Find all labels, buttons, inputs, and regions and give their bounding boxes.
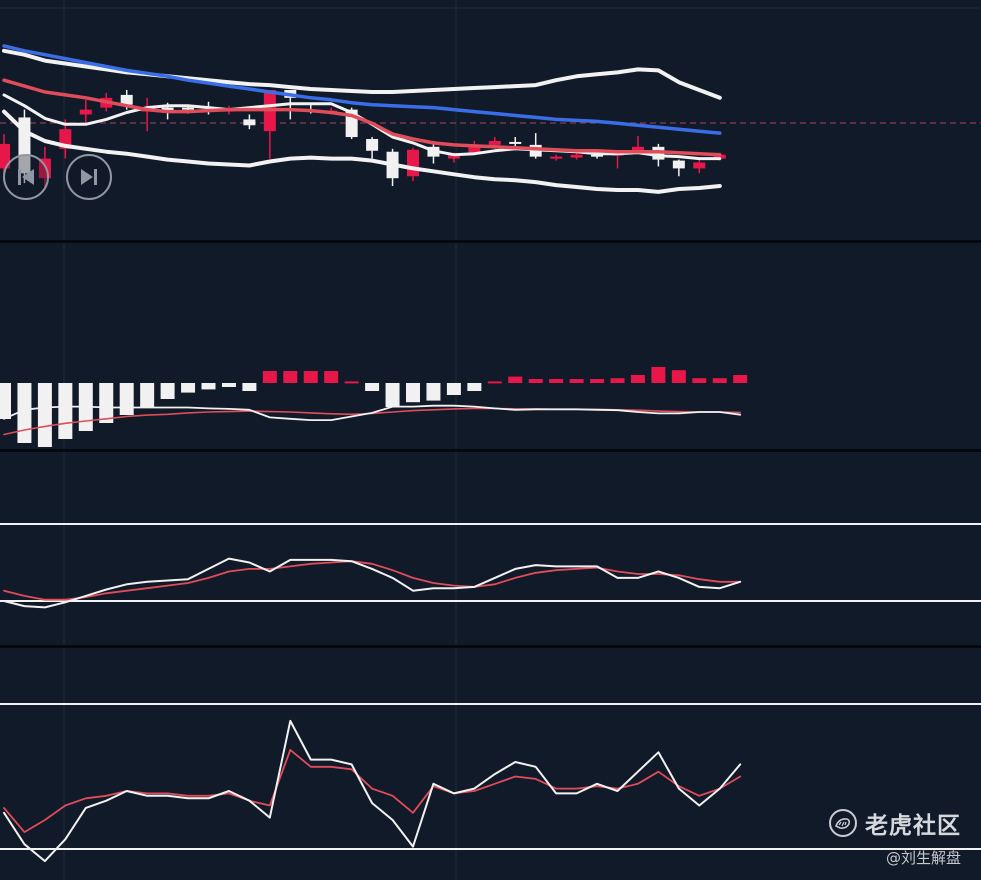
macd-bar xyxy=(630,375,645,383)
tiger-logo-icon xyxy=(829,809,857,837)
candle-body xyxy=(79,109,92,115)
candle-body xyxy=(693,162,706,169)
macd-bar xyxy=(181,383,196,393)
band-upper-line xyxy=(2,48,722,100)
panel-separator-2 xyxy=(0,645,981,648)
skip-forward-icon xyxy=(81,169,97,185)
candle-body xyxy=(0,143,10,169)
panel-separator-0 xyxy=(0,240,981,243)
next-button[interactable] xyxy=(66,154,112,200)
skip-back-icon xyxy=(18,169,34,185)
macd-bar xyxy=(671,370,686,383)
candle xyxy=(243,114,256,130)
macd-bar xyxy=(201,383,216,390)
macd-bar xyxy=(692,378,707,383)
candle-body xyxy=(243,119,256,126)
macd-bar xyxy=(160,383,175,399)
candle xyxy=(79,99,92,125)
macd-bar xyxy=(426,383,441,401)
macd-bar xyxy=(651,367,666,383)
candle-body xyxy=(120,94,133,105)
panel-separators xyxy=(0,240,981,648)
ma-red-line xyxy=(2,78,722,157)
macd-bar xyxy=(324,371,339,383)
macd-bar xyxy=(303,371,318,383)
candle-body xyxy=(488,140,501,145)
macd-bar xyxy=(283,371,298,383)
macd-bar xyxy=(344,381,359,384)
candle-body xyxy=(591,154,604,157)
macd-bar xyxy=(242,383,257,391)
candle xyxy=(672,159,685,177)
candle-body xyxy=(366,139,379,151)
candle-body xyxy=(570,154,583,158)
macd-bar xyxy=(590,379,605,383)
macd-bar xyxy=(712,378,727,383)
candle xyxy=(366,137,379,159)
macd-bar xyxy=(467,383,482,391)
macd-bar xyxy=(262,371,277,383)
macd-bar xyxy=(17,383,32,443)
panel-separator-1 xyxy=(0,449,981,452)
candle-body xyxy=(182,107,195,110)
price-panel xyxy=(0,44,981,194)
rsi-panel xyxy=(0,703,981,863)
macd-panel xyxy=(0,367,748,447)
macd-bar xyxy=(528,379,543,383)
previous-button[interactable] xyxy=(3,154,49,200)
macd-bar xyxy=(549,379,564,383)
macd-bar xyxy=(119,383,134,415)
macd-bar xyxy=(446,383,461,395)
candle-body xyxy=(468,144,481,153)
macd-bar xyxy=(487,381,502,384)
macd-bar xyxy=(0,383,11,419)
macd-bar xyxy=(58,383,73,439)
macd-bar xyxy=(733,375,748,383)
candle xyxy=(407,147,419,182)
candle-body xyxy=(447,154,460,159)
candle-body xyxy=(407,149,419,177)
macd-bar xyxy=(508,376,523,383)
macd-dif-line xyxy=(3,404,742,422)
candle-body xyxy=(509,141,522,144)
watermark-author: @刘生解盘 xyxy=(885,849,961,867)
candle-body xyxy=(672,160,685,169)
macd-bar xyxy=(406,383,420,403)
kd-panel xyxy=(0,523,981,609)
candle-body xyxy=(161,107,174,111)
watermark: 老虎社区 xyxy=(829,806,961,840)
macd-bar xyxy=(569,379,584,383)
kd-k-line xyxy=(3,557,742,609)
candle-body xyxy=(631,146,644,152)
candle xyxy=(570,152,583,160)
band-lower-line xyxy=(2,109,722,194)
ma-blue-line xyxy=(2,44,722,135)
macd-bar xyxy=(610,378,625,383)
rsi-fast-line xyxy=(3,719,742,863)
macd-bar xyxy=(140,383,155,407)
macd-bar xyxy=(365,383,380,391)
macd-bar xyxy=(37,383,52,447)
kd-d-line xyxy=(3,560,742,601)
candle-body xyxy=(713,154,726,159)
macd-bar xyxy=(99,383,114,423)
candle xyxy=(550,154,563,161)
candle-body xyxy=(550,156,563,159)
macd-bar xyxy=(221,383,236,387)
watermark-brand: 老虎社区 xyxy=(865,813,961,839)
candle xyxy=(693,159,706,174)
macd-bar xyxy=(385,383,400,407)
